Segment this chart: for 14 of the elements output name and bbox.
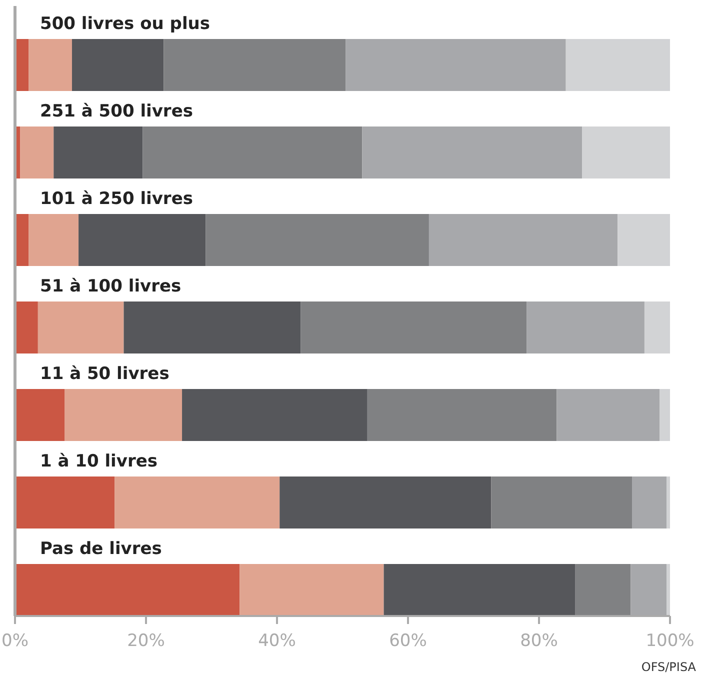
y-tick-label: 1 à 10 livres: [40, 452, 158, 472]
y-tick-label: Pas de livres: [40, 539, 162, 559]
x-tick-label: 80%: [520, 631, 558, 651]
x-tick-label: 100%: [646, 631, 694, 651]
x-tick-label: 0%: [2, 631, 28, 651]
y-tick-label: 251 à 500 livres: [40, 102, 193, 122]
x-tick-label: 40%: [258, 631, 296, 651]
y-tick-label: 11 à 50 livres: [40, 364, 170, 384]
y-tick-label: 500 livres ou plus: [40, 14, 210, 34]
y-tick-label: 101 à 250 livres: [40, 189, 193, 209]
x-tick-label: 20%: [127, 631, 165, 651]
text: OFS/PISA: [641, 660, 697, 674]
y-tick-label: 51 à 100 livres: [40, 276, 182, 296]
x-tick-label: 60%: [389, 631, 427, 651]
